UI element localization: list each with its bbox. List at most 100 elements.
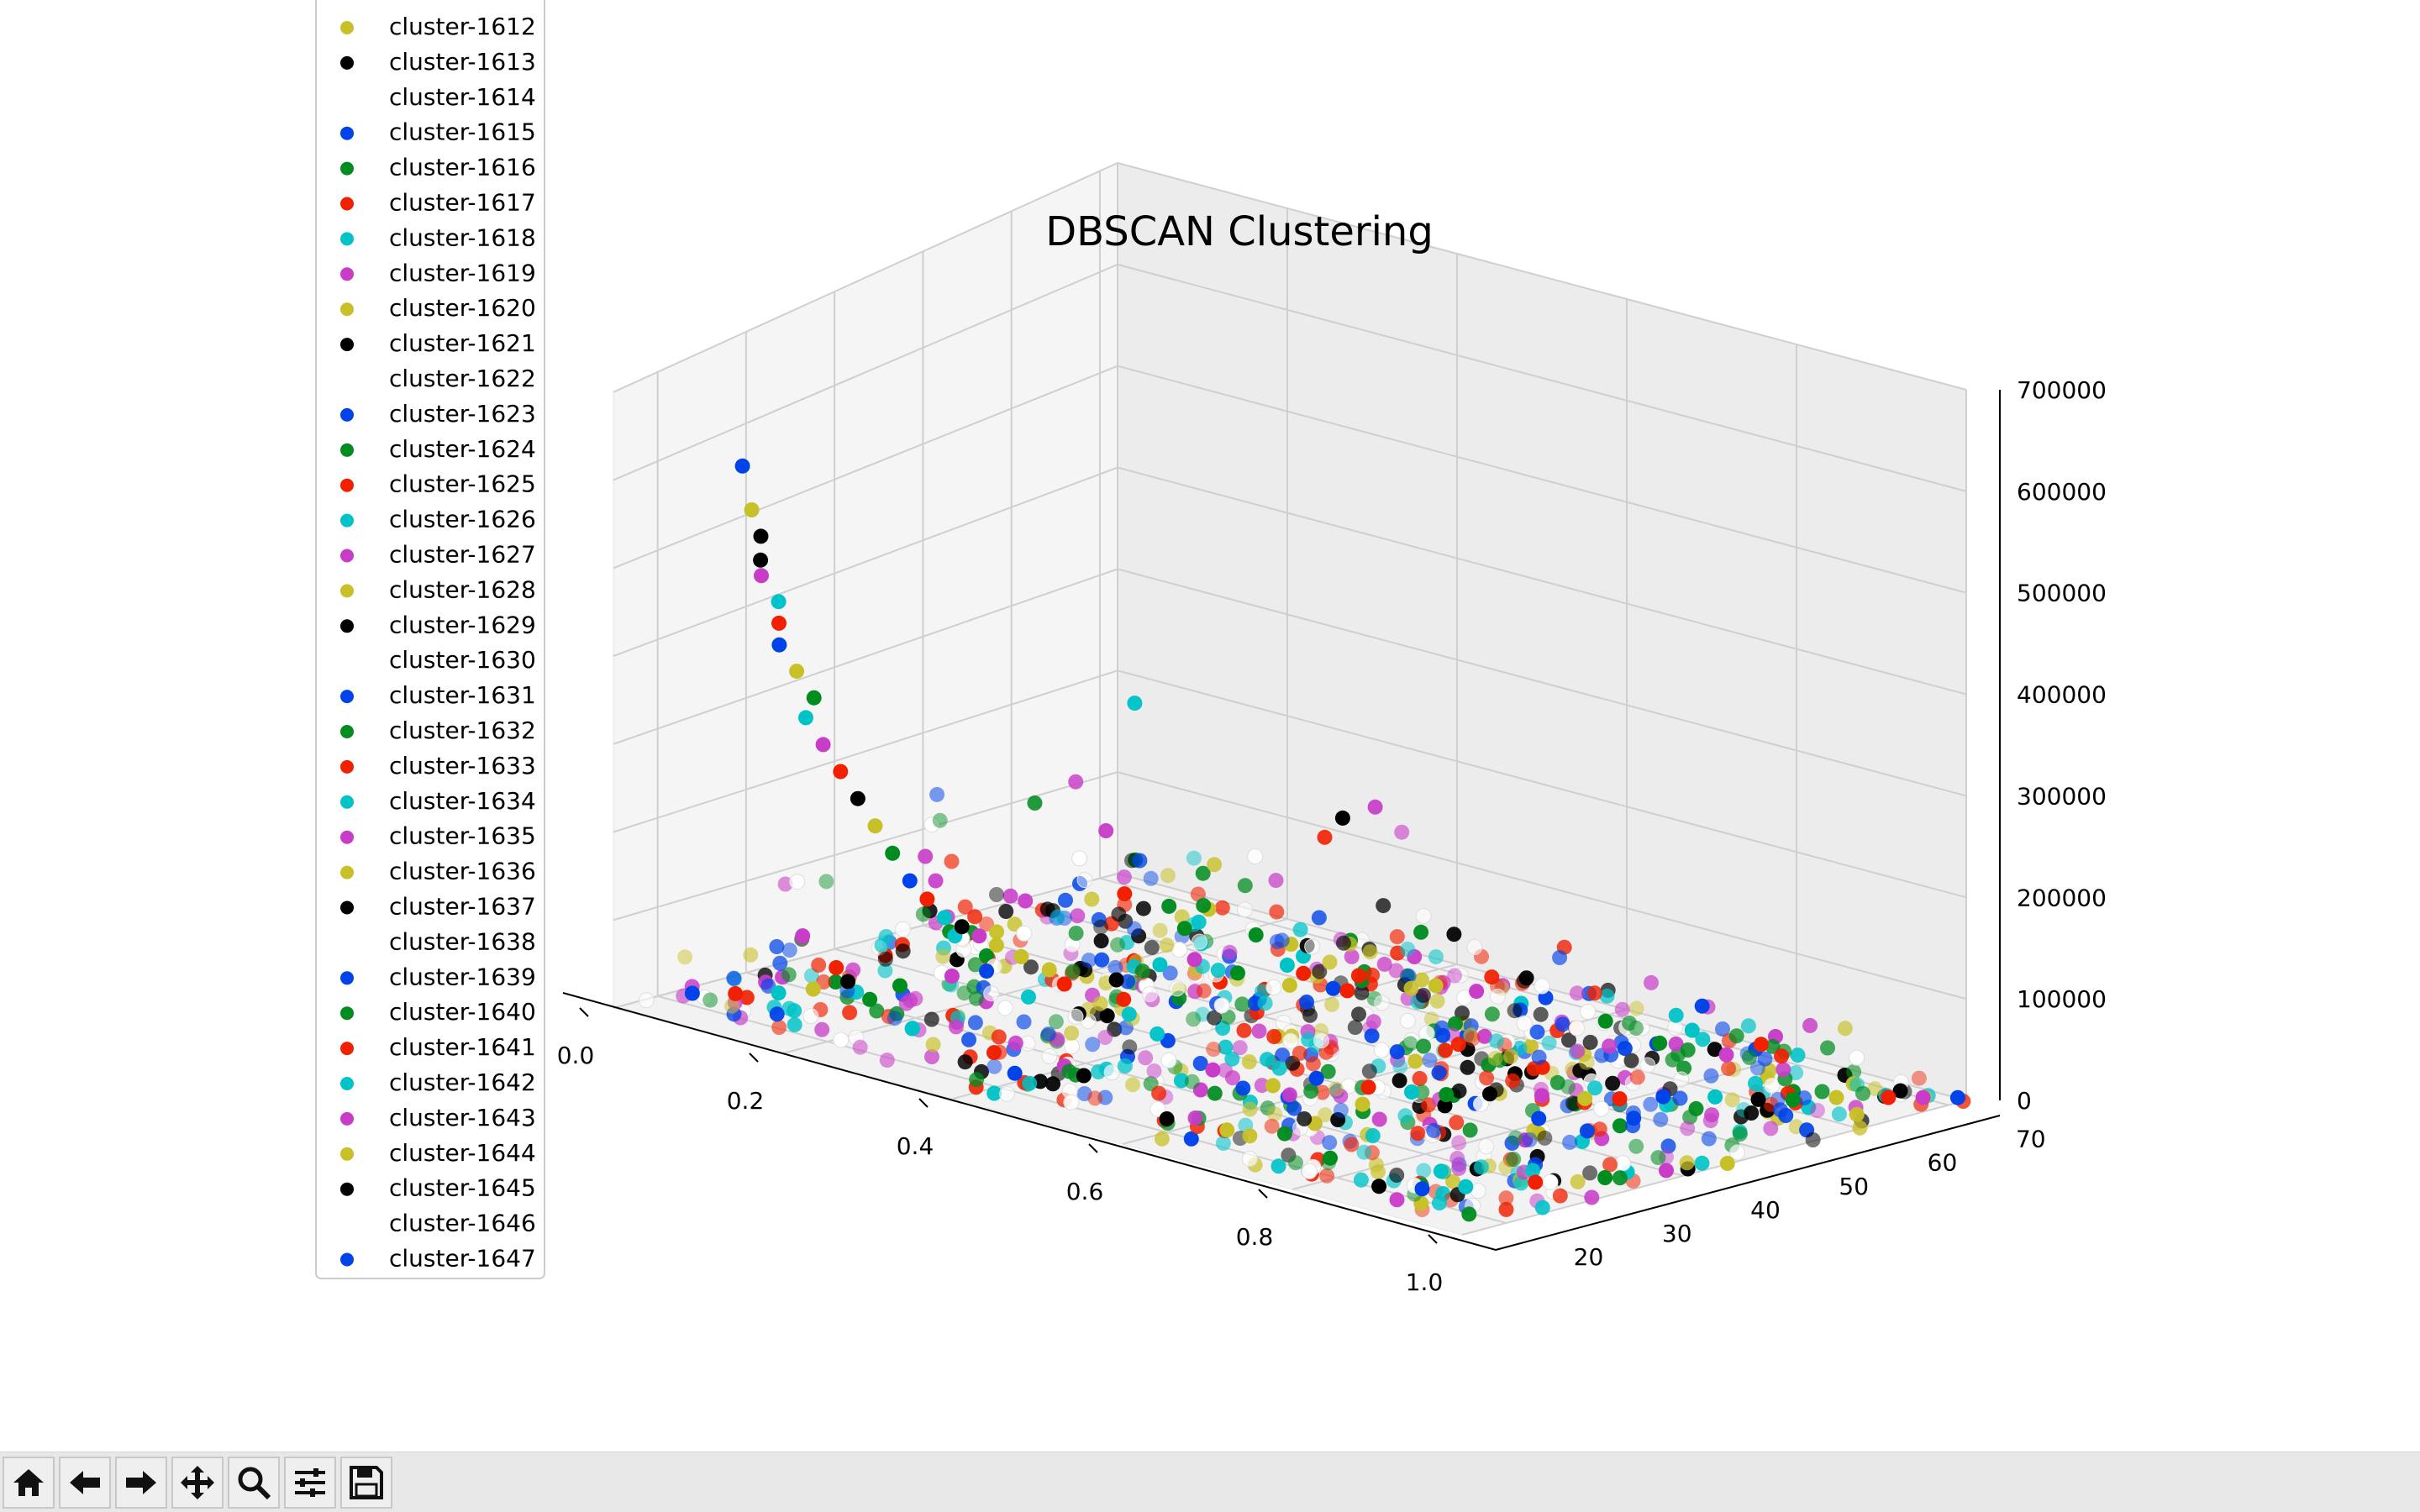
legend-entry: cluster-1612 [340, 13, 536, 40]
back-arrow-button[interactable] [59, 1457, 111, 1509]
zoom-button[interactable] [228, 1457, 280, 1509]
zoom-icon [238, 1467, 271, 1500]
scatter-point [1503, 1048, 1518, 1064]
scatter-point [1389, 1168, 1405, 1183]
scatter-point [1534, 1200, 1550, 1215]
scatter-point [1837, 1021, 1853, 1037]
scatter-point [1388, 963, 1404, 979]
save-button[interactable] [340, 1457, 392, 1509]
scatter-point [1602, 1157, 1618, 1173]
scatter-point [1304, 938, 1321, 955]
scatter-point [1312, 963, 1328, 979]
home-button[interactable] [3, 1457, 55, 1509]
scatter-point [1542, 1173, 1559, 1190]
scatter-point [1091, 911, 1107, 927]
scatter-point [937, 910, 952, 926]
scatter-point [1076, 872, 1093, 889]
scatter-point [1561, 1032, 1576, 1048]
scatter-point [789, 874, 806, 890]
scatter-point [744, 502, 760, 517]
scatter-point [789, 664, 805, 680]
scatter-point [1707, 1089, 1723, 1105]
toolbar [0, 1452, 2420, 1512]
scatter-point [1056, 911, 1072, 926]
scatter-point [998, 904, 1014, 919]
scatter-point [1680, 1121, 1696, 1137]
legend-entry: cluster-1641 [340, 1033, 536, 1061]
scatter-point [967, 1015, 983, 1031]
scatter-point [1414, 972, 1429, 988]
scatter-point [1482, 1086, 1497, 1102]
configure-subplots-button[interactable] [284, 1457, 336, 1509]
scatter-point [1426, 1122, 1442, 1138]
scatter-point [1639, 1057, 1656, 1074]
scatter-point [1626, 1110, 1642, 1126]
scatter-point [1049, 911, 1065, 927]
legend-marker [340, 584, 354, 598]
scatter-point [1748, 1075, 1763, 1091]
scatter-point [1116, 869, 1132, 885]
pan-button[interactable] [171, 1457, 224, 1509]
scatter-point [1186, 1011, 1202, 1027]
scatter-point [1364, 1028, 1380, 1044]
legend-label: cluster-1630 [389, 646, 536, 674]
legend-entry: cluster-1627 [340, 541, 536, 569]
scatter-point [1552, 1188, 1568, 1204]
scatter-point [1235, 1080, 1251, 1096]
legend-entry: cluster-1646 [340, 1210, 536, 1237]
grid-line-z [613, 263, 1118, 481]
scatter-point [1659, 1163, 1674, 1179]
scatter-point [1318, 1107, 1333, 1123]
scatter-point [769, 939, 785, 954]
legend-marker [340, 478, 354, 492]
scatter-point [1516, 1015, 1533, 1032]
scatter-point [1362, 944, 1378, 960]
scatter-point [1569, 985, 1585, 1001]
legend-entry: cluster-1645 [340, 1174, 536, 1202]
scatter-point [1389, 929, 1405, 945]
scatter-point [1433, 1163, 1449, 1179]
scatter-point [1323, 1150, 1338, 1166]
scatter-point [989, 887, 1004, 902]
scatter-point [1064, 1025, 1080, 1041]
scatter-point [1449, 1115, 1465, 1131]
grid-line-z [613, 669, 1118, 833]
legend-entry: cluster-1618 [340, 223, 536, 251]
scatter-point [1724, 1092, 1740, 1108]
scatter-point [1247, 848, 1264, 864]
scatter-point [1161, 898, 1177, 914]
scatter-point [1402, 1036, 1418, 1052]
legend-label: cluster-1619 [389, 259, 536, 286]
scatter-point [902, 992, 918, 1008]
scatter-point [1528, 1174, 1544, 1190]
x-tick [1428, 1234, 1438, 1244]
scatter-point [1628, 1021, 1644, 1036]
scatter-point [724, 998, 740, 1014]
grid-line-z [1117, 365, 1967, 594]
forward-arrow-button[interactable] [115, 1457, 167, 1509]
scatter-point [1322, 1135, 1338, 1151]
scatter-point [874, 937, 890, 953]
legend-label: cluster-1629 [389, 611, 536, 638]
scatter-point [986, 1058, 1002, 1074]
scatter-point [1151, 1085, 1167, 1101]
scatter-point [1281, 1087, 1297, 1103]
legend-marker [340, 1182, 354, 1196]
scatter-point [954, 919, 970, 935]
scatter-point [957, 1054, 973, 1070]
scatter-point [1761, 1063, 1777, 1079]
scatter-point [1292, 921, 1308, 937]
scatter-point [1614, 1001, 1630, 1017]
scatter-point [1504, 1135, 1520, 1151]
scatter-point [1098, 823, 1114, 838]
scatter-point [1422, 1053, 1438, 1068]
scatter-point [1695, 1032, 1711, 1047]
scatter-point [1218, 1039, 1234, 1055]
scatter-point [1084, 891, 1100, 907]
scatter-point [1673, 1071, 1690, 1088]
scatter-point [1027, 795, 1043, 811]
scatter-point [1097, 1089, 1113, 1105]
scatter-point [1597, 1170, 1613, 1185]
scatter-point [1021, 989, 1036, 1005]
scatter-point [1322, 954, 1338, 970]
